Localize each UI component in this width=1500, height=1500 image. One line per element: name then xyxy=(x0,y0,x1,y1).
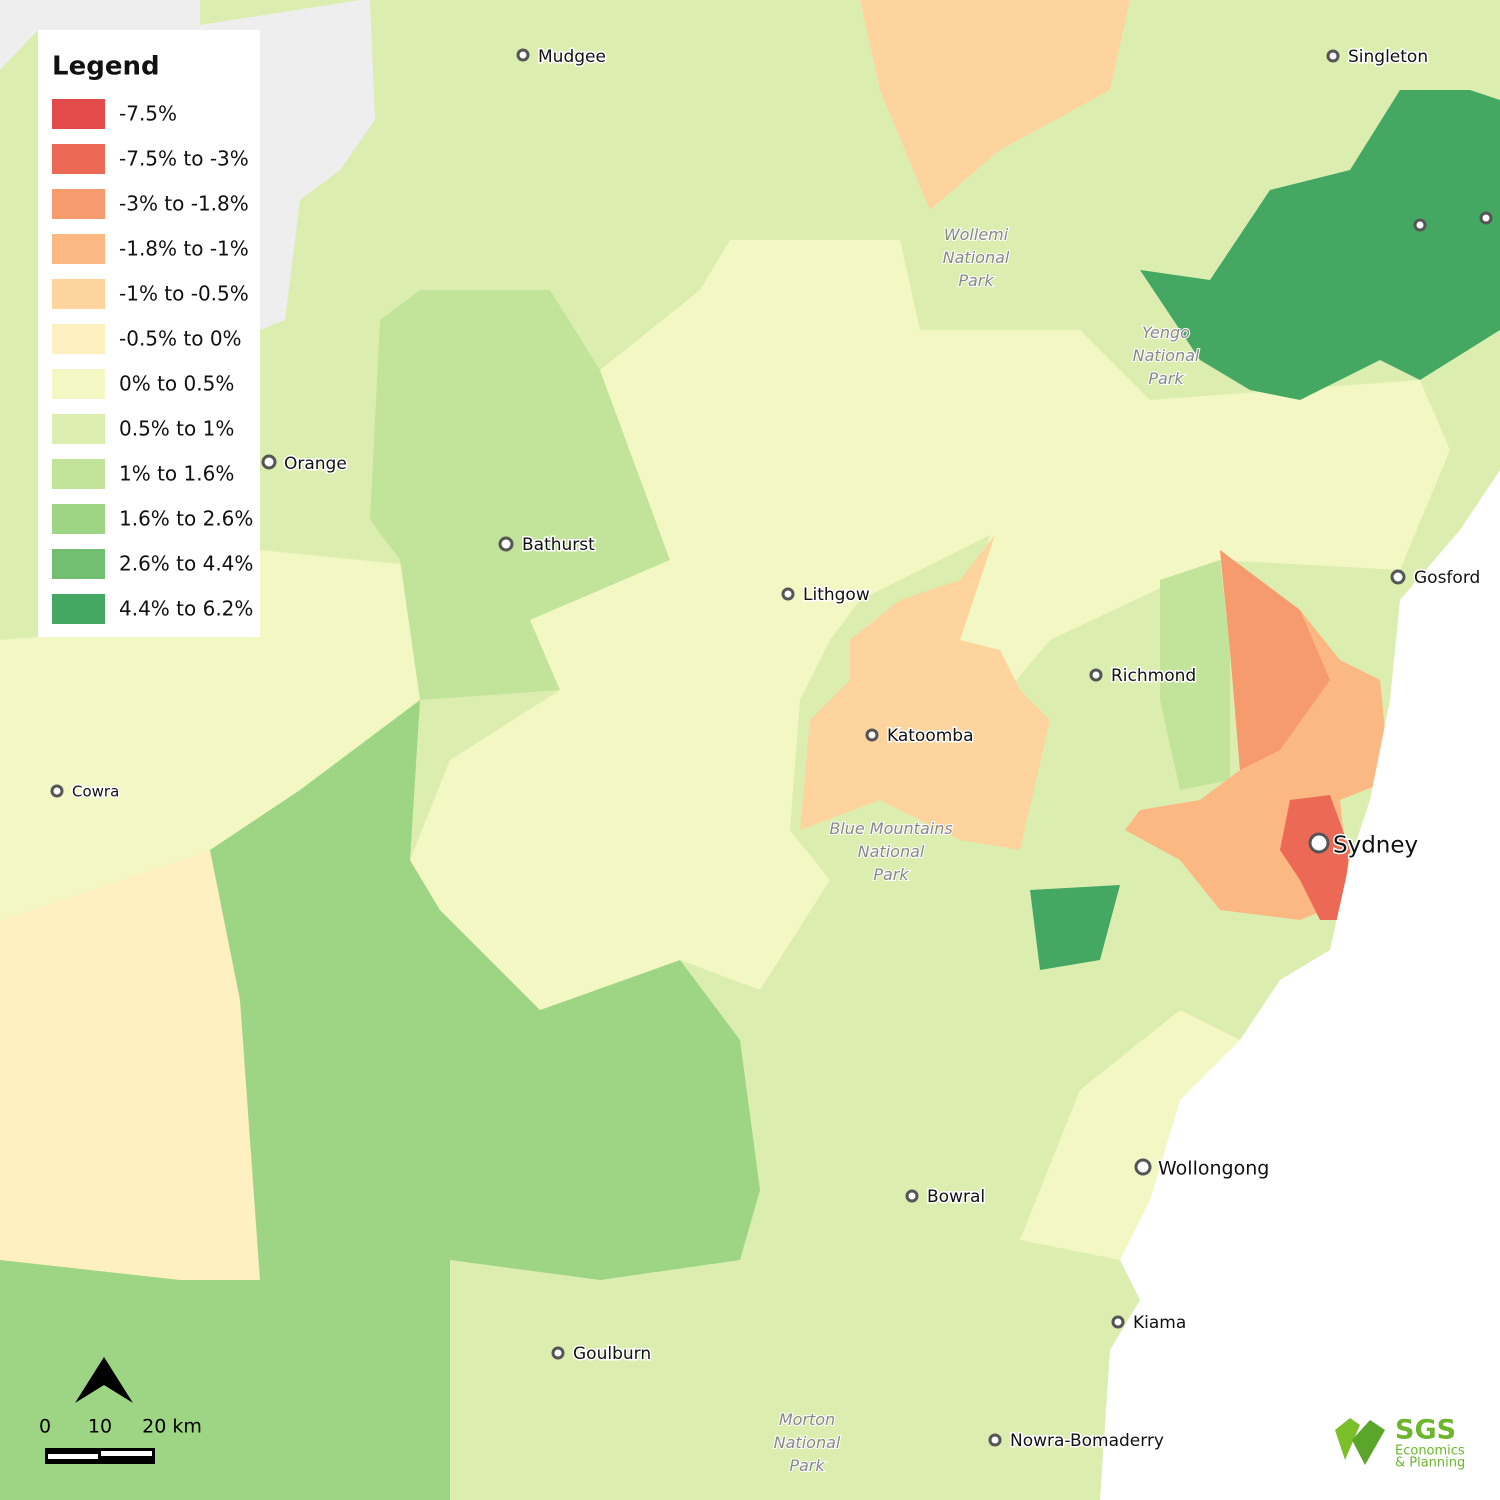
legend-label: -0.5% to 0% xyxy=(119,327,242,351)
place-label: Cowra xyxy=(72,783,119,801)
legend-label: 1% to 1.6% xyxy=(119,462,234,486)
scale-bar: 0 10 20 km xyxy=(39,1416,202,1464)
legend-swatch xyxy=(52,414,105,444)
legend-label: -7.5% xyxy=(119,102,177,126)
north-arrow xyxy=(75,1357,133,1403)
logo-name: SGS xyxy=(1395,1415,1456,1446)
legend: Legend -7.5% -7.5% to -3% -3% to -1.8% -1.8… xyxy=(38,30,260,637)
logo-tagline: Economics xyxy=(1395,1444,1465,1459)
legend-label: 1.6% to 2.6% xyxy=(119,507,253,531)
park-label: Wollemi National Park xyxy=(943,225,1010,290)
place-label: Mudgee xyxy=(538,47,606,67)
place-label: Wollongong xyxy=(1158,1158,1269,1180)
place-label: Nowra-Bomaderry xyxy=(1010,1431,1164,1451)
place-label: Goulburn xyxy=(573,1344,651,1364)
legend-swatch xyxy=(52,99,105,129)
place-label: Gosford xyxy=(1414,568,1480,588)
places: Mudgee Singleton Orange Bathurst Lithgow… xyxy=(50,46,1493,1453)
parks: Wollemi National Park Yengo National Park Bl… xyxy=(773,224,1201,1476)
legend-label: -7.5% to -3% xyxy=(119,147,249,171)
legend-swatch xyxy=(52,459,105,489)
legend-label: 0% to 0.5% xyxy=(119,372,234,396)
place-label: Lithgow xyxy=(803,585,870,605)
park-label: Yengo National Park xyxy=(1133,323,1200,388)
legend-swatch xyxy=(52,189,105,219)
legend-swatch xyxy=(52,234,105,264)
legend-swatch xyxy=(52,144,105,174)
legend-title: Legend xyxy=(52,52,160,82)
place-label: Katoomba xyxy=(887,726,974,746)
place-label: Singleton xyxy=(1348,47,1428,67)
legend-swatch xyxy=(52,279,105,309)
legend-swatch xyxy=(52,324,105,354)
scale-label: 10 xyxy=(88,1416,112,1438)
legend-swatch xyxy=(52,504,105,534)
place-label: Richmond xyxy=(1111,666,1196,686)
legend-label: 2.6% to 4.4% xyxy=(119,552,253,576)
place-label: Bathurst xyxy=(522,535,595,555)
place-label: Bowral xyxy=(927,1187,985,1207)
legend-swatch xyxy=(52,549,105,579)
legend-label: -1% to -0.5% xyxy=(119,282,249,306)
legend-swatch xyxy=(52,369,105,399)
place-label: Orange xyxy=(284,454,347,474)
park-label: Blue Mountains National Park xyxy=(829,819,952,884)
place-label: Kiama xyxy=(1133,1313,1186,1333)
legend-label: 4.4% to 6.2% xyxy=(119,597,253,621)
legend-swatch xyxy=(52,594,105,624)
legend-label: -1.8% to -1% xyxy=(119,237,249,261)
scale-label: 0 xyxy=(39,1416,51,1438)
logo: SGS Economics & Planning xyxy=(1335,1415,1465,1471)
park-label: Morton National Park xyxy=(774,1410,841,1475)
legend-label: 0.5% to 1% xyxy=(119,417,234,441)
place-label: Sydney xyxy=(1333,833,1418,859)
logo-tagline: & Planning xyxy=(1395,1456,1465,1471)
scale-label: 20 km xyxy=(142,1416,202,1438)
legend-label: -3% to -1.8% xyxy=(119,192,249,216)
